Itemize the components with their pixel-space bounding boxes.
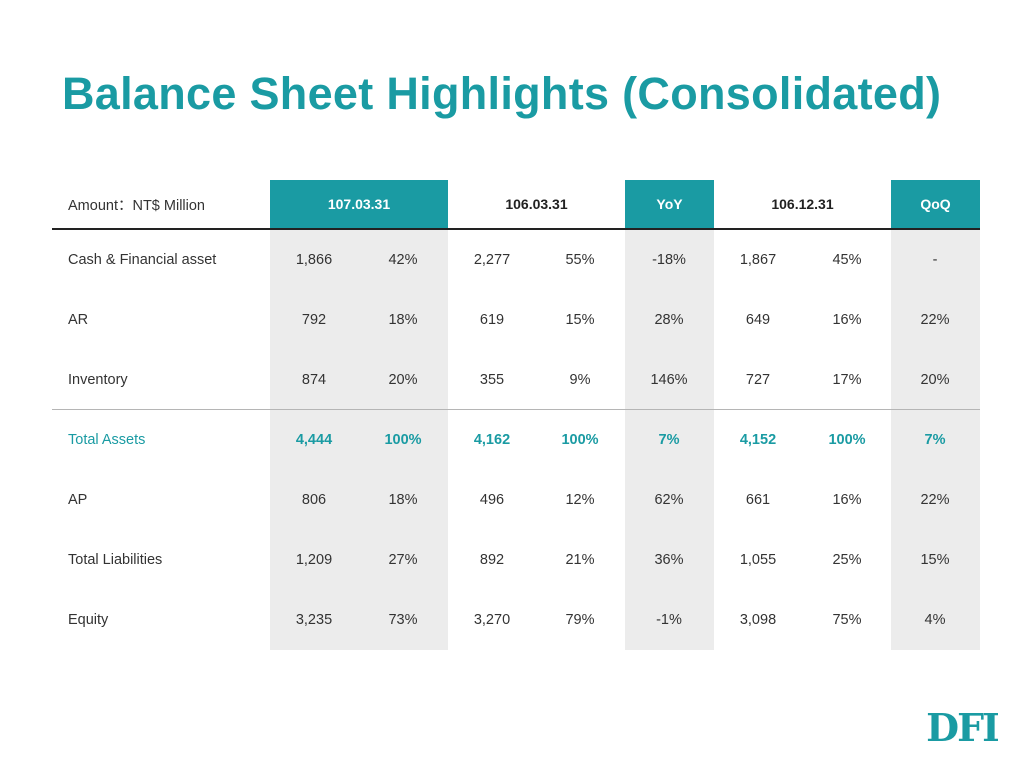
row-value: 4,444 xyxy=(295,432,333,448)
shade-qoq xyxy=(891,228,980,650)
row-value: 42% xyxy=(388,252,418,268)
row-value: 73% xyxy=(388,612,418,628)
row-value: 355 xyxy=(479,372,505,388)
row-value: 15% xyxy=(920,552,950,568)
row-value: 3,270 xyxy=(473,612,511,628)
row-value: 20% xyxy=(388,372,418,388)
row-value: 3,235 xyxy=(295,612,333,628)
row-value: 1,867 xyxy=(739,252,777,268)
row-value: 16% xyxy=(832,492,862,508)
row-value: 1,209 xyxy=(295,552,333,568)
row-value: -1% xyxy=(656,612,682,628)
row-value: 874 xyxy=(301,372,327,388)
table-row-equity: Equity 3,235 73% 3,270 79% -1% 3,098 75% 4% xyxy=(52,590,980,650)
row-value: 27% xyxy=(388,552,418,568)
row-value: - xyxy=(932,252,938,268)
row-value: 9% xyxy=(569,372,591,388)
row-value: 18% xyxy=(388,492,418,508)
table-row-cash-financial-asset: Cash & Financial asset 1,866 42% 2,277 55% -1… xyxy=(52,230,980,290)
row-value: 28% xyxy=(654,312,684,328)
row-value: 62% xyxy=(654,492,684,508)
row-value: 20% xyxy=(920,372,950,388)
row-value: 649 xyxy=(745,312,771,328)
row-value: 2,277 xyxy=(473,252,511,268)
row-value: -18% xyxy=(652,252,686,268)
row-value: 7% xyxy=(658,432,680,448)
row-value: 100% xyxy=(561,432,599,448)
row-value: 15% xyxy=(565,312,595,328)
table-row-total-liabilities: Total Liabilities 1,209 27% 892 21% 36% 1,055 2… xyxy=(52,530,980,590)
header-yoy: YoY xyxy=(625,180,714,228)
row-value: 892 xyxy=(479,552,505,568)
amount-unit-label: Amount：NT$ Million xyxy=(68,197,205,214)
row-value: 21% xyxy=(565,552,595,568)
row-value: 12% xyxy=(565,492,595,508)
row-value: 17% xyxy=(832,372,862,388)
row-value: 25% xyxy=(832,552,862,568)
svg-text:DFI: DFI xyxy=(926,710,998,746)
row-label: Total Liabilities xyxy=(68,552,163,568)
table-row-total-assets: Total Assets 4,444 100% 4,162 100% 7% 4,152 100… xyxy=(52,410,980,470)
header-107-03-31: 107.03.31 xyxy=(270,180,448,228)
row-label: Equity xyxy=(68,612,109,628)
row-value: 36% xyxy=(654,552,684,568)
header-106-12-31: 106.12.31 xyxy=(771,196,834,212)
row-label: Inventory xyxy=(68,372,128,388)
row-value: 1,866 xyxy=(295,252,333,268)
row-label: Cash & Financial asset xyxy=(68,252,217,268)
row-value: 4,162 xyxy=(473,432,511,448)
row-value: 806 xyxy=(301,492,327,508)
row-value: 792 xyxy=(301,312,327,328)
row-value: 4% xyxy=(924,612,946,628)
row-value: 146% xyxy=(650,372,688,388)
header-106-03-31: 106.03.31 xyxy=(505,196,568,212)
table-row-inventory: Inventory 874 20% 355 9% 146% 727 17% 20% xyxy=(52,350,980,410)
total-divider xyxy=(52,409,980,410)
dfi-logo: DFI xyxy=(926,710,998,746)
row-value: 4,152 xyxy=(739,432,777,448)
table-row-ap: AP 806 18% 496 12% 62% 661 16% 22% xyxy=(52,470,980,530)
row-value: 1,055 xyxy=(739,552,777,568)
row-value: 55% xyxy=(565,252,595,268)
page-title: Balance Sheet Highlights (Consolidated) xyxy=(62,68,942,119)
header-qoq: QoQ xyxy=(891,180,980,228)
row-value: 619 xyxy=(479,312,505,328)
row-value: 3,098 xyxy=(739,612,777,628)
row-value: 22% xyxy=(920,492,950,508)
row-value: 100% xyxy=(384,432,422,448)
table-row-ar: AR 792 18% 619 15% 28% 649 16% 22% xyxy=(52,290,980,350)
row-label: Total Assets xyxy=(68,432,146,448)
row-value: 79% xyxy=(565,612,595,628)
row-value: 661 xyxy=(745,492,771,508)
row-value: 100% xyxy=(828,432,866,448)
row-label: AP xyxy=(68,492,88,508)
row-value: 75% xyxy=(832,612,862,628)
shade-yoy xyxy=(625,228,714,650)
row-value: 45% xyxy=(832,252,862,268)
shade-107-03-31 xyxy=(270,228,448,650)
row-value: 22% xyxy=(920,312,950,328)
row-value: 727 xyxy=(745,372,771,388)
header-divider xyxy=(52,228,980,230)
row-value: 16% xyxy=(832,312,862,328)
row-label: AR xyxy=(68,312,89,328)
row-value: 18% xyxy=(388,312,418,328)
row-value: 496 xyxy=(479,492,505,508)
row-value: 7% xyxy=(924,432,946,448)
